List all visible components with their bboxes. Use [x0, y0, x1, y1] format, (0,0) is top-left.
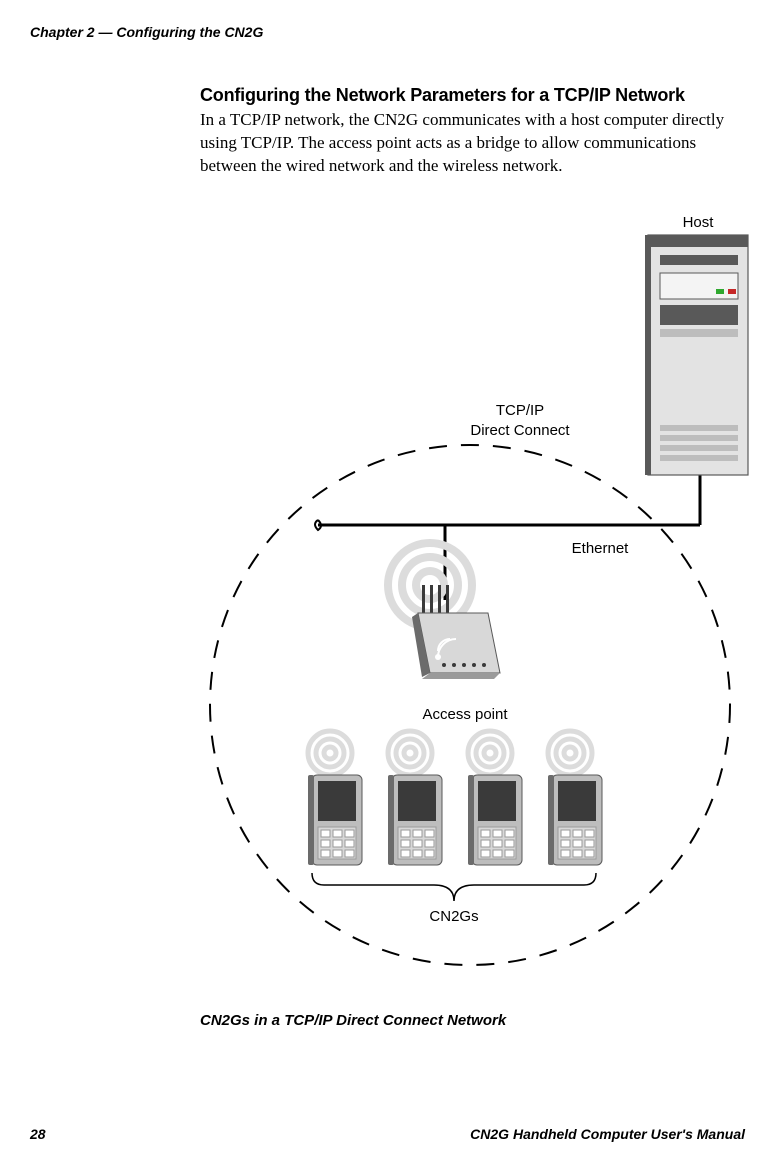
- access-point-icon: [388, 543, 500, 679]
- manual-title: CN2G Handheld Computer User's Manual: [470, 1126, 745, 1142]
- page-number: 28: [30, 1126, 46, 1142]
- section-title: Configuring the Network Parameters for a…: [200, 85, 740, 106]
- label-cn2gs: CN2Gs: [429, 908, 478, 925]
- label-host: Host: [683, 215, 715, 231]
- running-head: Chapter 2 — Configuring the CN2G: [30, 24, 263, 40]
- label-direct-connect: Direct Connect: [470, 422, 570, 439]
- section-body: In a TCP/IP network, the CN2G communicat…: [200, 109, 740, 178]
- host-icon: [645, 235, 748, 475]
- label-access-point: Access point: [422, 706, 508, 723]
- cn2g-devices-group: [308, 731, 602, 865]
- label-tcpip: TCP/IP: [496, 402, 544, 419]
- network-diagram: Host TCP/IP Direct Connect Ethernet: [200, 215, 750, 995]
- figure-caption: CN2Gs in a TCP/IP Direct Connect Network: [200, 1012, 506, 1029]
- main-content: Configuring the Network Parameters for a…: [200, 85, 740, 178]
- label-ethernet: Ethernet: [572, 540, 630, 557]
